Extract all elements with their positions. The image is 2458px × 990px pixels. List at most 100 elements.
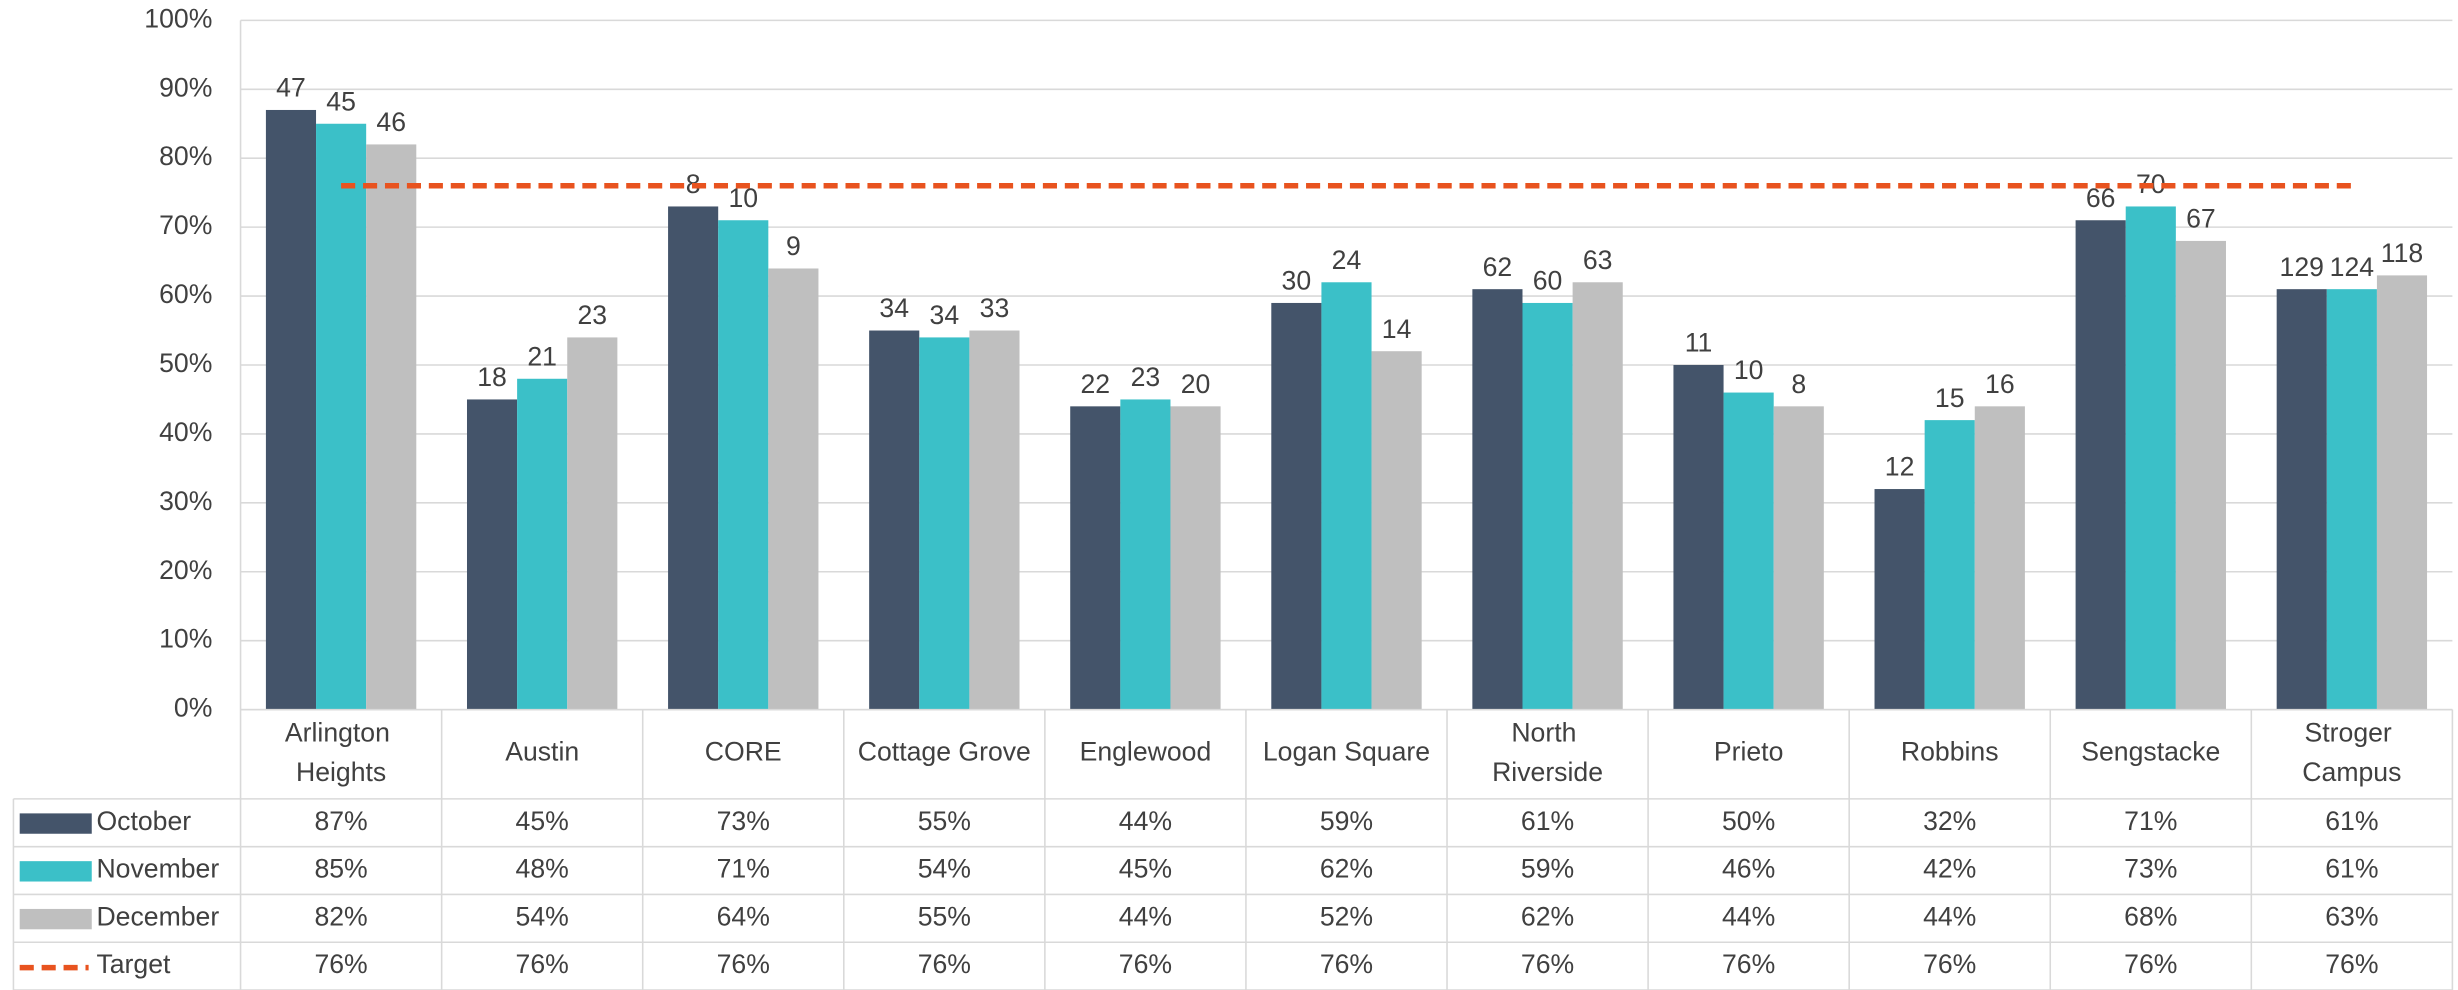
table-cell: 76% — [2124, 949, 2177, 979]
bar — [2376, 275, 2428, 710]
table-cell: 55% — [918, 901, 971, 931]
table-cell: 76% — [717, 949, 770, 979]
x-tick-label: Robbins — [1901, 736, 1999, 766]
y-tick-label: 70% — [159, 210, 212, 240]
data-label: 34 — [930, 300, 960, 330]
table-cell: 64% — [717, 901, 770, 931]
table-cell: 54% — [918, 854, 971, 884]
table-cell: 54% — [516, 901, 569, 931]
bar — [265, 109, 317, 710]
bar — [316, 123, 367, 710]
legend-label: Target — [96, 949, 171, 979]
table-cell: 48% — [516, 854, 569, 884]
table-cell: 44% — [1722, 901, 1775, 931]
bar — [2175, 240, 2226, 710]
data-label: 124 — [2330, 252, 2375, 282]
data-label: 10 — [1734, 355, 1764, 385]
data-label: 18 — [477, 362, 507, 392]
table-cell: 87% — [314, 806, 367, 836]
x-tick-label: Arlington Heights — [285, 718, 397, 787]
data-label: 30 — [1282, 266, 1312, 296]
legend-swatch — [19, 908, 92, 930]
table-cell: 44% — [1923, 901, 1976, 931]
bar — [1874, 489, 1925, 710]
x-tick-label: Prieto — [1714, 736, 1784, 766]
label-line: Riverside — [1492, 757, 1603, 787]
data-label: 45 — [326, 86, 356, 116]
data-label: 34 — [879, 293, 909, 323]
bar — [919, 337, 970, 710]
data-label: 8 — [1791, 369, 1806, 399]
legend-label: October — [96, 806, 191, 836]
y-tick-label: 40% — [159, 417, 212, 447]
table-cell: 68% — [2124, 901, 2177, 931]
y-tick-label: 30% — [159, 486, 212, 516]
bar — [567, 337, 618, 710]
bar — [1924, 420, 1975, 710]
table-cell: 76% — [918, 949, 971, 979]
data-label: 21 — [527, 341, 557, 371]
bar — [1673, 364, 1724, 710]
label-line: North — [1511, 718, 1583, 748]
bar — [1723, 392, 1774, 710]
data-label: 15 — [1935, 383, 1965, 413]
bar — [1522, 302, 1573, 710]
data-label: 23 — [1131, 362, 1161, 392]
legend-swatch — [19, 861, 92, 882]
bar — [2125, 206, 2176, 710]
legend-label: December — [96, 901, 219, 931]
table-cell: 76% — [1722, 949, 1775, 979]
data-label: 9 — [786, 231, 801, 261]
x-tick-label: North Riverside — [1492, 718, 1603, 787]
y-tick-label: 60% — [159, 279, 212, 309]
data-label: 47 — [276, 73, 306, 103]
data-label: 67 — [2186, 204, 2216, 234]
bar — [1321, 282, 1372, 710]
bar — [1974, 406, 2025, 710]
bar — [2276, 289, 2327, 710]
data-label: 14 — [1382, 314, 1412, 344]
table-cell: 61% — [2325, 854, 2378, 884]
bar — [1120, 399, 1171, 710]
table-cell: 44% — [1119, 901, 1172, 931]
table-cell: 32% — [1923, 806, 1976, 836]
y-tick-label: 100% — [144, 3, 212, 33]
table-cell: 73% — [717, 806, 770, 836]
x-tick-label: Austin — [505, 736, 579, 766]
data-label: 33 — [980, 293, 1010, 323]
table-cell: 71% — [2124, 806, 2177, 836]
bar — [517, 378, 568, 710]
data-label: 16 — [1985, 369, 2015, 399]
bar — [1070, 406, 1121, 710]
data-label: 12 — [1885, 452, 1915, 482]
bar — [969, 330, 1020, 710]
table-cell: 55% — [918, 806, 971, 836]
bar — [1371, 351, 1422, 710]
label-line: Stroger — [2305, 718, 2400, 748]
table-cell: 82% — [314, 901, 367, 931]
bar — [2326, 289, 2377, 710]
bar — [668, 206, 719, 710]
data-label: 11 — [1685, 328, 1713, 358]
table-cell: 62% — [1521, 901, 1574, 931]
bar — [366, 144, 417, 710]
y-tick-label: 80% — [159, 141, 212, 171]
data-label: 60 — [1533, 266, 1563, 296]
table-cell: 73% — [2124, 854, 2177, 884]
y-tick-label: 50% — [159, 348, 212, 378]
legend-label: November — [96, 854, 219, 884]
data-label: 23 — [578, 300, 608, 330]
table-cell: 76% — [1119, 949, 1172, 979]
bar — [1271, 302, 1322, 710]
y-tick-label: 20% — [159, 555, 212, 585]
x-tick-label: Cottage Grove — [858, 736, 1031, 766]
data-label: 63 — [1583, 245, 1613, 275]
legend-swatch — [19, 813, 92, 834]
table-cell: 59% — [1320, 806, 1373, 836]
table-cell: 52% — [1320, 901, 1373, 931]
table-cell: 76% — [1923, 949, 1976, 979]
x-tick-label: Stroger Campus — [2302, 718, 2401, 787]
bar — [1572, 282, 1623, 710]
table-cell: 76% — [516, 949, 569, 979]
